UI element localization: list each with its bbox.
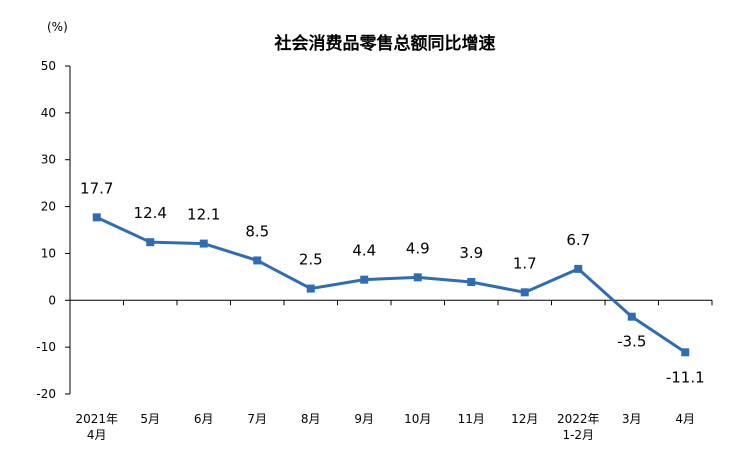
data-point [360,275,369,284]
x-tick-label: 10月 [404,412,431,426]
y-tick-label: -10 [36,340,56,354]
data-point [253,256,262,265]
series-markers [92,213,690,357]
data-label: 17.7 [80,179,113,197]
x-tick-label: 1-2月 [562,428,594,442]
x-tick-label: 5月 [140,412,160,426]
x-tick-label: 3月 [622,412,642,426]
chart-title: 社会消费品零售总额同比增速 [274,33,496,54]
x-tick-label: 6月 [194,412,214,426]
data-point [627,312,636,321]
data-point [574,264,583,273]
x-tick-label: 2022年 [557,412,600,426]
y-tick-label: -20 [36,387,56,401]
data-point [146,238,155,247]
x-tick-label: 11月 [458,412,485,426]
data-point [199,239,208,248]
unit-label: (%) [47,20,68,34]
x-axis-ticks: 2021年 4月 5月 6月 7月 8月 9月 10月 11月 12月 2022年 1-2月 3月 4月 [69,300,713,442]
data-point [681,348,690,357]
data-label: 4.4 [352,242,376,260]
x-tick-label: 4月 [675,412,695,426]
data-label: 3.9 [459,244,483,262]
x-tick-label: 9月 [354,412,374,426]
y-axis-ticks: 50 40 30 20 10 0 -10 -20 [36,59,70,401]
data-label: 6.7 [566,231,590,249]
data-labels: 17.7 12.4 12.1 8.5 2.5 4.4 4.9 3.9 1.7 6.7 -3.5 -11… [80,179,705,386]
data-point [520,288,529,297]
x-tick-label: 4月 [87,428,107,442]
y-tick-label: 20 [41,200,56,214]
data-label: 2.5 [299,251,323,269]
data-label: 1.7 [513,254,537,272]
y-tick-label: 40 [41,106,56,120]
y-tick-label: 0 [48,293,56,307]
x-tick-label: 7月 [247,412,267,426]
data-point [413,273,422,282]
data-point [92,213,101,222]
x-tick-label: 8月 [301,412,321,426]
x-tick-label: 12月 [511,412,538,426]
data-label: 8.5 [245,222,269,240]
y-tick-label: 10 [41,246,56,260]
data-label: 12.4 [134,204,167,222]
y-tick-label: 30 [41,153,56,167]
data-label: 12.1 [187,206,220,224]
data-point [467,278,476,287]
y-tick-label: 50 [41,59,56,73]
data-label: -11.1 [666,368,705,386]
data-label: -3.5 [617,333,646,351]
series-line [96,215,687,354]
x-tick-label: 2021年 [75,412,118,426]
data-label: 4.9 [406,239,430,257]
data-point [306,284,315,293]
